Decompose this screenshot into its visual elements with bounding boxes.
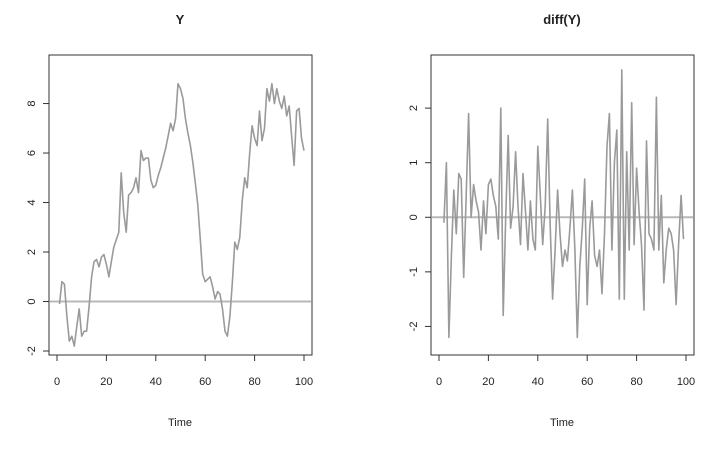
panel-diff-y: diff(Y) Time 0 20 40 60 80 100 -2 -1 0 1 2 [408, 12, 695, 429]
panel-diff-y-x-tick-label: 60 [581, 376, 593, 388]
panel-diff-y-x-axis-label: Time [550, 417, 574, 429]
panel-y-x-tick-label: 0 [54, 376, 60, 388]
panel-y-series-line [58, 82, 305, 347]
panel-y-y-tick-label: 2 [26, 249, 38, 255]
panel-diff-y-plot-box [430, 54, 695, 356]
panel-y-y-tick-label: 4 [26, 199, 38, 205]
panel-y-x-axis-label: Time [168, 417, 192, 429]
panel-y-x-tick-label: 60 [199, 376, 211, 388]
panel-y-x-tick-label: 100 [295, 376, 313, 388]
panel-diff-y-y-tick-label: 1 [408, 160, 420, 166]
panel-y-x-tick-label: 20 [100, 376, 112, 388]
panel-diff-y-x-tick-label: 100 [677, 376, 695, 388]
panel-diff-y-series-line [443, 69, 685, 339]
panel-diff-y-y-tick-label: 2 [408, 105, 420, 111]
panel-diff-y-y-tick-label: -1 [408, 267, 420, 277]
panel-diff-y-x-tick-label: 0 [436, 376, 442, 388]
panel-diff-y-x-tick-label: 20 [482, 376, 494, 388]
panel-y-y-tick-label: 8 [26, 100, 38, 106]
panel-y-plot-box [48, 54, 313, 356]
panel-diff-y-x-tick-label: 80 [630, 376, 642, 388]
panel-y-y-tick-label: 6 [26, 150, 38, 156]
panel-y-y-tick-label: -2 [26, 346, 38, 356]
panel-y-x-tick-label: 40 [150, 376, 162, 388]
panel-y-title: Y [176, 12, 185, 27]
panel-y-x-tick-label: 80 [248, 376, 260, 388]
panel-diff-y-y-tick-label: -2 [408, 322, 420, 332]
panel-diff-y-y-tick-label: 0 [408, 214, 420, 220]
panel-diff-y-title: diff(Y) [543, 12, 581, 27]
panel-y-y-tick-label: 0 [26, 298, 38, 304]
panel-diff-y-x-tick-label: 40 [532, 376, 544, 388]
panel-y: Y Time 0 20 40 60 80 100 -2 0 2 4 6 8 [26, 12, 313, 429]
